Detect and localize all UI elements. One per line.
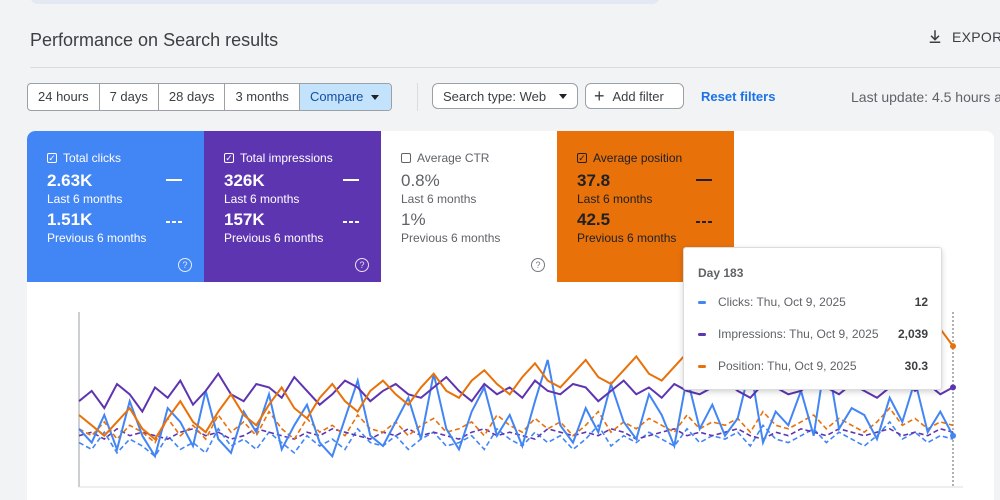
hover-point-impressions: [950, 384, 956, 391]
dashed-line-legend-icon: [166, 221, 182, 223]
solid-line-legend-icon: [166, 179, 182, 181]
metric-label: Total clicks: [63, 151, 122, 165]
series-swatch: [698, 300, 706, 304]
help-icon[interactable]: ?: [531, 258, 545, 272]
metric-label: Average position: [593, 151, 683, 165]
series-line-clicks-previous: [78, 420, 954, 458]
series-line-impressions-previous: [78, 427, 954, 441]
export-label: EXPORT: [952, 29, 1000, 45]
metric-value: 326K: [224, 171, 265, 190]
download-icon: [929, 30, 941, 43]
chart-tooltip: Day 183 Clicks: Thu, Oct 9, 2025 12 Impr…: [683, 247, 942, 390]
series-swatch: [698, 332, 706, 336]
range-24-hours[interactable]: 24 hours: [28, 84, 100, 110]
compare-label: Compare: [309, 89, 364, 104]
tooltip-row-position: Position: Thu, Oct 9, 2025 30.3: [698, 359, 928, 373]
checkbox-checked-icon[interactable]: ✓: [47, 152, 57, 163]
metric-period: Last 6 months: [47, 192, 123, 206]
metric-prev-period: Previous 6 months: [224, 231, 324, 245]
tooltip-row-value: 12: [914, 295, 928, 309]
metric-value: 37.8: [577, 171, 611, 190]
series-swatch: [698, 364, 706, 368]
tooltip-row-label: Clicks: Thu, Oct 9, 2025: [718, 295, 846, 309]
top-search-bar[interactable]: [30, 0, 660, 4]
reset-filters-link[interactable]: Reset filters: [701, 89, 776, 104]
series-line-position-previous: [78, 406, 954, 444]
dashed-line-legend-icon: [696, 221, 712, 223]
metric-prev-period: Previous 6 months: [47, 231, 147, 245]
metric-card-ctr[interactable]: Average CTR 0.8% Last 6 months 1% Previo…: [381, 131, 558, 282]
add-filter-button[interactable]: + Add filter: [585, 83, 684, 109]
metric-prev-period: Previous 6 months: [577, 231, 677, 245]
checkbox-checked-icon[interactable]: ✓: [577, 152, 587, 163]
hover-point-clicks: [950, 432, 956, 439]
metric-period: Last 6 months: [401, 192, 477, 206]
metric-prev-value: 42.5: [577, 210, 611, 229]
tooltip-row-value: 2,039: [897, 327, 928, 341]
compare-dropdown[interactable]: Compare: [299, 84, 392, 110]
performance-chart[interactable]: [27, 282, 994, 500]
search-type-label: Search type: Web: [443, 88, 547, 104]
dashed-line-legend-icon: [343, 221, 359, 223]
checkbox-checked-icon[interactable]: ✓: [224, 152, 234, 163]
metric-card-impressions[interactable]: ✓ Total impressions 326K Last 6 months 15…: [204, 131, 381, 282]
range-28-days[interactable]: 28 days: [159, 84, 226, 110]
metric-prev-period: Previous 6 months: [401, 231, 501, 245]
metric-prev-value: 1.51K: [47, 210, 93, 229]
hover-point-position: [950, 343, 956, 350]
help-icon[interactable]: ?: [178, 258, 192, 272]
metric-card-clicks[interactable]: ✓ Total clicks 2.63K Last 6 months 1.51K …: [27, 131, 204, 282]
tooltip-row-clicks: Clicks: Thu, Oct 9, 2025 12: [698, 295, 928, 309]
metric-period: Last 6 months: [577, 192, 653, 206]
range-7-days[interactable]: 7 days: [100, 84, 159, 110]
tooltip-row-value: 30.3: [904, 359, 928, 373]
metric-label: Total impressions: [240, 151, 333, 165]
filter-divider: [417, 83, 418, 111]
metric-prev-value: 1%: [401, 210, 426, 229]
add-filter-label: Add filter: [612, 88, 664, 104]
search-type-dropdown[interactable]: Search type: Web: [432, 83, 578, 109]
page-title: Performance on Search results: [30, 30, 279, 50]
plus-icon: +: [594, 86, 605, 106]
metric-value: 0.8%: [401, 171, 440, 190]
tooltip-row-label: Position: Thu, Oct 9, 2025: [718, 359, 857, 373]
checkbox-unchecked-icon[interactable]: [401, 153, 411, 163]
solid-line-legend-icon: [343, 179, 359, 181]
solid-line-legend-icon: [696, 179, 712, 181]
header-divider: [30, 67, 1000, 68]
export-button[interactable]: EXPORT: [926, 28, 1000, 46]
metric-prev-value: 157K: [224, 210, 265, 229]
series-line-clicks-current: [78, 352, 954, 459]
chevron-down-icon: [559, 93, 567, 99]
metric-label: Average CTR: [417, 151, 490, 165]
metric-period: Last 6 months: [224, 192, 300, 206]
tooltip-row-impressions: Impressions: Thu, Oct 9, 2025 2,039: [698, 327, 928, 341]
metric-value: 2.63K: [47, 171, 93, 190]
help-icon[interactable]: ?: [355, 258, 369, 272]
date-range-group: 24 hours 7 days 28 days 3 months Compare: [27, 83, 393, 111]
last-update-text: Last update: 4.5 hours ag: [851, 89, 1000, 105]
tooltip-title: Day 183: [698, 266, 744, 280]
range-3-months[interactable]: 3 months: [225, 84, 300, 110]
chevron-down-icon: [371, 94, 380, 100]
tooltip-row-label: Impressions: Thu, Oct 9, 2025: [718, 327, 879, 341]
